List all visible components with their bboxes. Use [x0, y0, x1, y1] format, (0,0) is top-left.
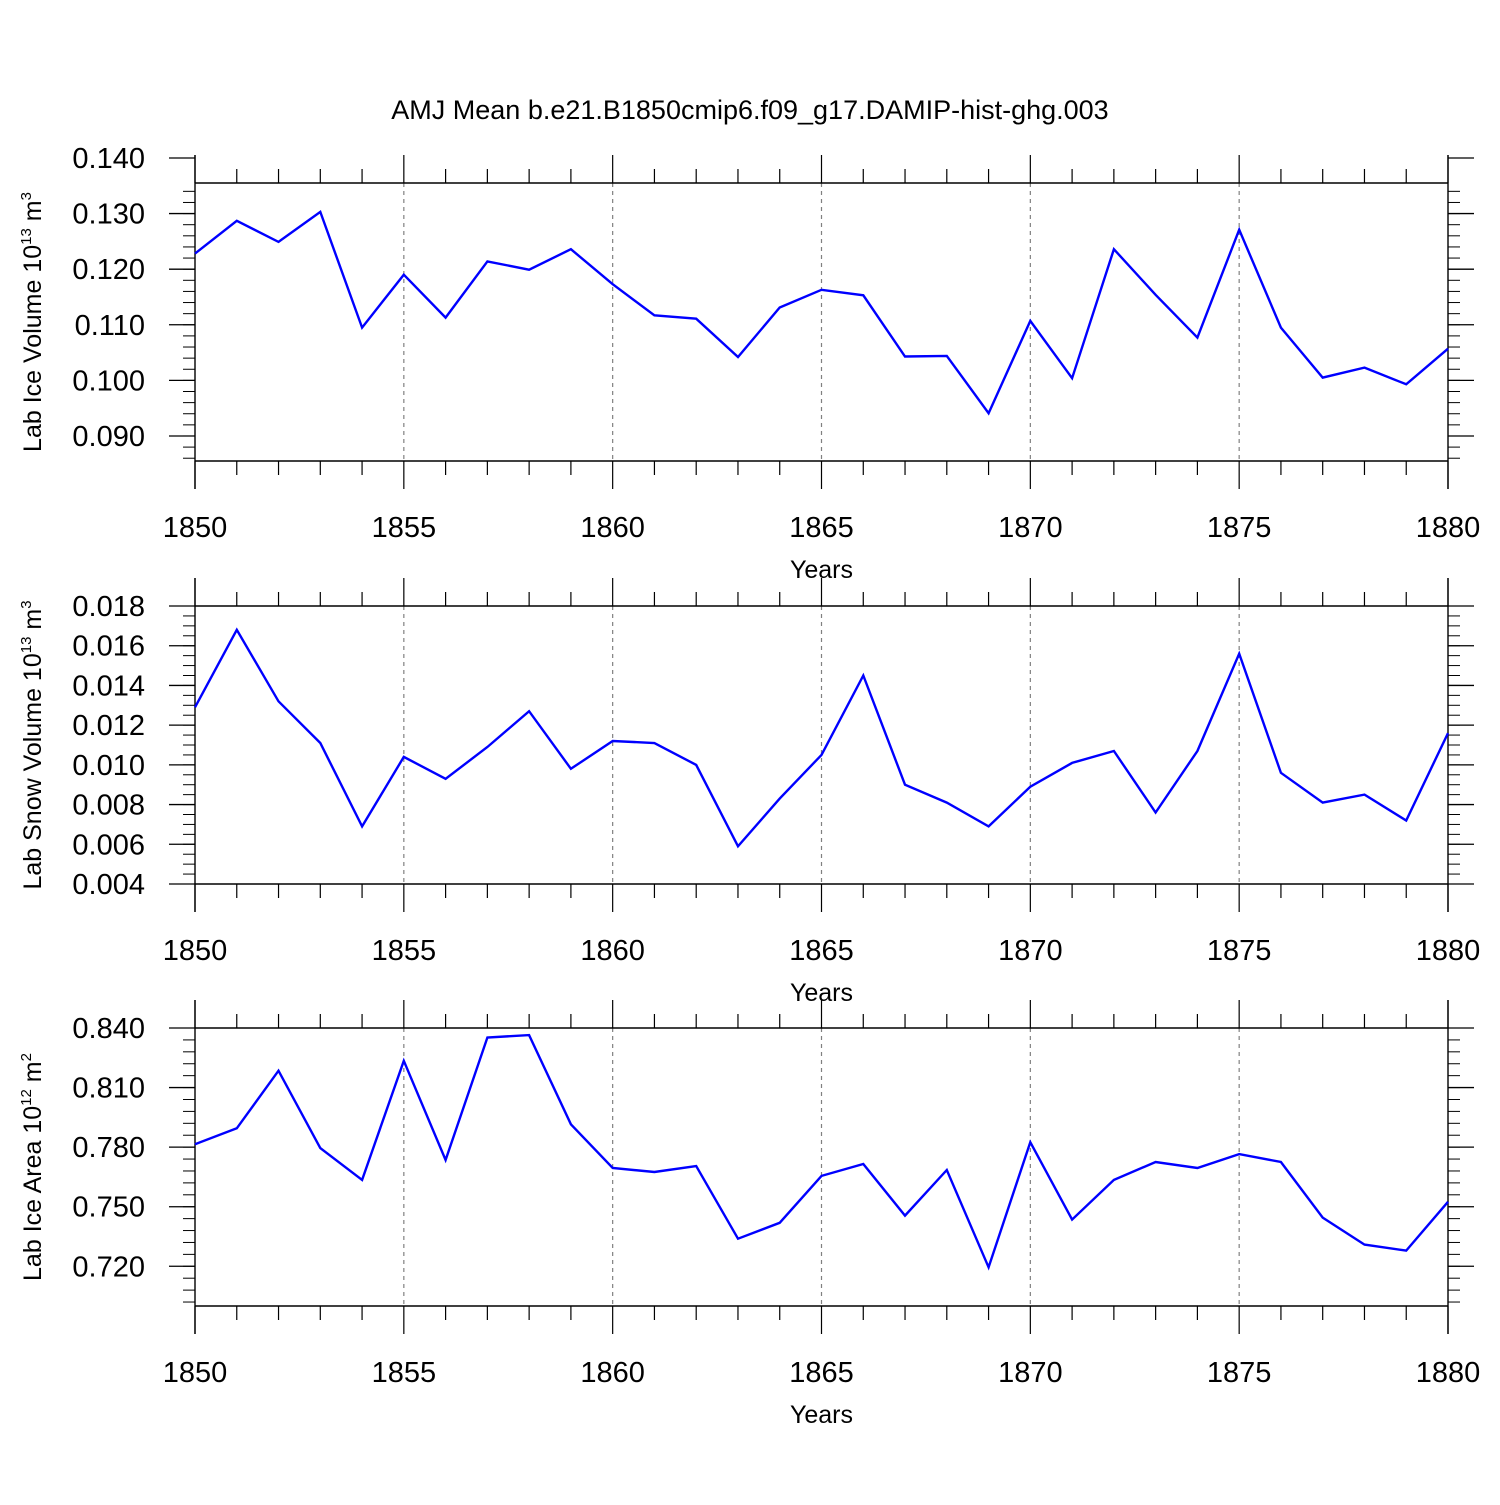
y-tick-label: 0.840	[72, 1013, 145, 1045]
x-tick-label: 1850	[163, 935, 228, 967]
x-tick-label: 1855	[372, 1357, 437, 1389]
x-tick-label: 1880	[1416, 512, 1481, 544]
series-line	[194, 209, 1449, 416]
x-axis-label: Years	[790, 1401, 853, 1429]
x-tick-label: 1870	[998, 512, 1063, 544]
x-tick-label: 1860	[580, 512, 645, 544]
x-tick-label: 1870	[998, 1357, 1063, 1389]
x-tick-label: 1865	[789, 512, 854, 544]
y-tick-label: 0.780	[72, 1132, 145, 1164]
y-tick-label: 0.120	[72, 254, 145, 286]
y-tick-label: 0.140	[72, 143, 145, 175]
y-tick-label: 0.010	[72, 750, 145, 782]
x-tick-label: 1855	[372, 935, 437, 967]
x-tick-label: 1855	[372, 512, 437, 544]
x-tick-label: 1850	[163, 1357, 228, 1389]
y-tick-label: 0.006	[72, 829, 145, 861]
x-tick-label: 1880	[1416, 935, 1481, 967]
x-tick-label: 1875	[1207, 935, 1272, 967]
chart-title: AMJ Mean b.e21.B1850cmip6.f09_g17.DAMIP-…	[391, 95, 1108, 125]
y-tick-label: 0.130	[72, 199, 145, 231]
series-line	[193, 627, 1450, 849]
x-tick-label: 1865	[789, 1357, 854, 1389]
y-axis-label: Lab Ice Volume 1013 m3	[18, 192, 47, 452]
y-tick-label: 0.004	[72, 869, 145, 901]
x-tick-label: 1880	[1416, 1357, 1481, 1389]
y-tick-label: 0.090	[72, 421, 145, 453]
y-tick-label: 0.810	[72, 1073, 145, 1105]
x-tick-label: 1850	[163, 512, 228, 544]
x-tick-label: 1865	[789, 935, 854, 967]
y-tick-label: 0.750	[72, 1192, 145, 1224]
y-axis-label: Lab Snow Volume 1013 m3	[18, 600, 47, 889]
y-tick-label: 0.720	[72, 1251, 145, 1283]
y-tick-label: 0.110	[75, 310, 145, 342]
x-tick-label: 1860	[580, 935, 645, 967]
y-axis-label: Lab Ice Area 1012 m2	[18, 1053, 47, 1281]
y-tick-label: 0.018	[72, 591, 145, 623]
y-tick-label: 0.012	[72, 710, 145, 742]
x-tick-label: 1875	[1207, 1357, 1272, 1389]
y-tick-label: 0.016	[72, 631, 145, 663]
x-tick-label: 1870	[998, 935, 1063, 967]
y-tick-label: 0.014	[72, 670, 145, 702]
x-tick-label: 1875	[1207, 512, 1272, 544]
series-line	[194, 1033, 1449, 1271]
y-tick-label: 0.008	[72, 790, 145, 822]
y-tick-label: 0.100	[72, 365, 145, 397]
x-tick-label: 1860	[580, 1357, 645, 1389]
